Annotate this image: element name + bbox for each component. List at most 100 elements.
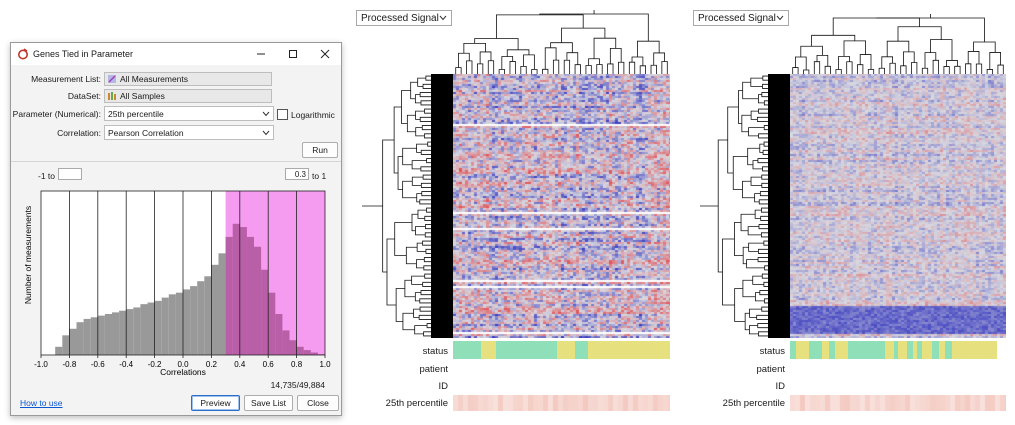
x-tick-label: 0.6 xyxy=(263,360,275,369)
dendrogram-branch xyxy=(420,100,431,106)
dendrogram-branch xyxy=(742,279,756,298)
dendrogram-branch xyxy=(755,292,765,302)
dataset-row: DataSet: All Samples xyxy=(11,88,341,103)
parameter-value: 25th percentile xyxy=(108,108,164,119)
left-signal-select[interactable]: Processed Signal xyxy=(356,10,452,26)
run-button[interactable]: Run xyxy=(302,142,338,158)
right-signal-select[interactable]: Processed Signal xyxy=(693,10,789,26)
dendrogram-branch xyxy=(427,141,431,147)
dendrogram-branch xyxy=(550,42,573,53)
dendrogram-branch xyxy=(732,156,748,190)
x-tick-label: 0.0 xyxy=(177,360,189,369)
dendrogram-branch xyxy=(420,182,431,188)
close-window-button[interactable] xyxy=(309,43,341,65)
dendrogram-branch xyxy=(420,149,431,155)
close-button[interactable]: Close xyxy=(297,395,339,411)
dendrogram-branch xyxy=(422,281,431,287)
right-signal-value: Processed Signal xyxy=(698,12,776,24)
status-segment xyxy=(938,341,946,359)
x-tick-label: 0.8 xyxy=(291,360,303,369)
logarithmic-option[interactable]: Logarithmic xyxy=(277,109,335,120)
dendrogram-branch xyxy=(747,226,762,236)
dendrogram-branch xyxy=(748,127,765,137)
dendrogram-branch xyxy=(416,242,426,252)
histogram-bar xyxy=(83,318,91,355)
dataset-field[interactable]: All Samples xyxy=(104,88,272,103)
x-tick-label: -0.2 xyxy=(148,360,162,369)
range-high-input[interactable]: 0.3 xyxy=(285,168,309,180)
dendrogram-branch xyxy=(727,106,739,174)
dendrogram-branch xyxy=(763,281,768,287)
status-segment xyxy=(828,341,836,359)
dendrogram-branch xyxy=(764,265,768,271)
left-status-label: status xyxy=(422,346,448,357)
dendrogram-branch xyxy=(401,90,411,124)
genes-tied-dialog: Genes Tied in Parameter Measurement List… xyxy=(10,42,342,416)
range-low-input[interactable] xyxy=(58,168,82,180)
dendrogram-branch xyxy=(421,191,431,197)
dendrogram-branch xyxy=(717,139,728,273)
dendrogram-branch xyxy=(758,331,768,337)
left-heatmap[interactable] xyxy=(453,74,670,338)
dendrogram-branch xyxy=(458,52,470,68)
dendrogram-branch xyxy=(574,64,581,74)
dendrogram-branch xyxy=(419,199,431,205)
dendrogram-branch xyxy=(764,298,768,304)
dendrogram-branch xyxy=(965,63,972,74)
maximize-button[interactable] xyxy=(277,43,309,65)
right-heatmap[interactable] xyxy=(790,74,1006,338)
right-status-track xyxy=(790,341,1006,359)
histogram-bar xyxy=(218,253,226,355)
dendrogram-branch xyxy=(997,64,1004,74)
dendrogram-branch xyxy=(479,51,492,64)
how-to-use-link[interactable]: How to use xyxy=(20,398,63,408)
dendrogram-branch xyxy=(740,213,756,232)
dendrogram-branch xyxy=(752,275,764,285)
dendrogram-branch xyxy=(539,13,649,42)
dendrogram-branch xyxy=(506,49,530,57)
divider xyxy=(11,161,341,162)
preview-button[interactable]: Preview xyxy=(191,395,240,411)
dendrogram-branch xyxy=(792,67,799,74)
dendrogram-branch xyxy=(897,26,942,42)
dendrogram-branch xyxy=(542,68,549,74)
measurement-list-value: All Measurements xyxy=(120,73,189,84)
histogram-bar xyxy=(175,292,183,355)
dendrogram-branch xyxy=(759,191,768,197)
dendrogram-branch xyxy=(477,63,484,74)
dendrogram-branch xyxy=(911,62,918,74)
save-list-button[interactable]: Save List xyxy=(244,395,293,411)
dendrogram-branch xyxy=(761,182,768,188)
parameter-select[interactable]: 25th percentile xyxy=(104,106,274,121)
correlation-select[interactable]: Pearson Correlation xyxy=(104,125,274,140)
dendrogram-branch xyxy=(867,69,875,74)
dendrogram-branch xyxy=(843,40,866,57)
dendrogram-branch xyxy=(416,193,422,203)
logarithmic-checkbox[interactable] xyxy=(277,109,288,120)
measurement-list-field[interactable]: All Measurements xyxy=(104,71,272,86)
histogram-ylabel: Number of measurements xyxy=(23,206,33,304)
left-id-label: ID xyxy=(438,381,449,392)
dendrogram-branch xyxy=(402,147,417,166)
status-segment xyxy=(951,341,998,359)
dendrogram-branch xyxy=(742,246,749,265)
dendrogram-branch xyxy=(734,288,746,322)
dendrogram-branch xyxy=(921,67,929,74)
status-segment xyxy=(906,341,914,359)
dendrogram-branch xyxy=(761,92,768,98)
dendrogram-branch xyxy=(422,174,431,180)
dendrogram-branch xyxy=(523,54,535,70)
dendrogram-branch xyxy=(750,77,763,87)
dendrogram-branch xyxy=(566,52,579,65)
right-id-label: ID xyxy=(775,381,786,392)
dendrogram-branch xyxy=(425,224,431,230)
dendrogram-branch xyxy=(420,290,431,296)
histogram-bar xyxy=(303,350,311,355)
dialog-titlebar[interactable]: Genes Tied in Parameter xyxy=(11,43,341,65)
minimize-button[interactable] xyxy=(245,43,277,65)
dendrogram-branch xyxy=(756,116,768,122)
correlation-histogram: -1.0 -0.8 -0.6 -0.4 -0.2 0.0 0.2 0.4 0.6 0.8 1.0 C… xyxy=(23,190,331,377)
status-segment xyxy=(496,341,558,359)
histogram-bar xyxy=(140,304,148,355)
histogram-bar xyxy=(69,328,77,355)
